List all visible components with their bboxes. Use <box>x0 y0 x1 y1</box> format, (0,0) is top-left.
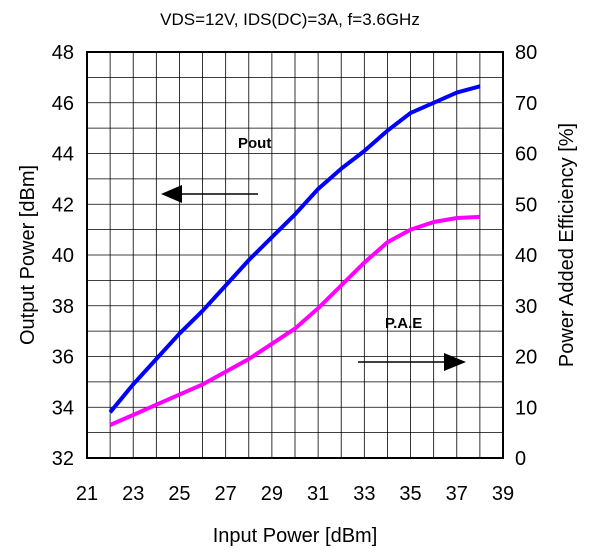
pae-arrow-right <box>358 353 466 371</box>
x-tick-label: 23 <box>122 483 144 505</box>
grid-horizontal <box>87 76 503 434</box>
y-left-tick-label: 38 <box>52 296 74 318</box>
y-right-tick-label: 70 <box>515 93 537 115</box>
series-line-pout <box>108 84 481 414</box>
x-tick-label: 37 <box>446 483 468 505</box>
y-right-axis-title: Power Added Efficiency [%] <box>556 123 578 367</box>
series-line-p-a-e <box>109 214 480 427</box>
y-left-tick-label: 42 <box>52 194 74 216</box>
y-left-tick-labels: 32 34 36 38 40 42 44 46 48 <box>52 42 74 470</box>
y-left-tick-label: 32 <box>52 448 74 470</box>
y-right-tick-label: 0 <box>515 448 526 470</box>
x-tick-label: 35 <box>399 483 421 505</box>
annotation-pae-label: P.A.E <box>385 315 422 332</box>
series-lines <box>108 84 481 427</box>
y-right-tick-label: 50 <box>515 194 537 216</box>
y-right-tick-label: 60 <box>515 144 537 166</box>
y-right-tick-labels: 0 10 20 30 40 50 60 70 80 <box>515 42 537 470</box>
x-tick-label: 39 <box>492 483 514 505</box>
y-left-tick-label: 48 <box>52 42 74 64</box>
y-left-tick-label: 34 <box>52 397 74 419</box>
plot-frame <box>86 51 504 459</box>
y-left-tick-label: 40 <box>52 245 74 267</box>
y-left-tick-label: 36 <box>52 347 74 369</box>
y-right-tick-label: 80 <box>515 42 537 64</box>
annotation-pout-label: Pout <box>238 135 271 152</box>
y-right-tick-label: 20 <box>515 347 537 369</box>
y-left-axis-title: Output Power [dBm] <box>17 165 39 345</box>
y-right-tick-label: 30 <box>515 296 537 318</box>
x-tick-label: 29 <box>261 483 283 505</box>
x-tick-label: 27 <box>215 483 237 505</box>
x-axis-title: Input Power [dBm] <box>213 525 378 547</box>
x-tick-label: 25 <box>168 483 190 505</box>
y-right-tick-label: 40 <box>515 245 537 267</box>
x-tick-label: 21 <box>76 483 98 505</box>
y-left-tick-label: 44 <box>52 144 74 166</box>
x-tick-labels: 21 23 25 27 29 31 33 35 37 39 <box>76 483 514 505</box>
pout-arrow-left <box>161 185 258 203</box>
y-right-tick-label: 10 <box>515 397 537 419</box>
x-tick-label: 31 <box>307 483 329 505</box>
x-tick-label: 33 <box>353 483 375 505</box>
chart-title: VDS=12V, IDS(DC)=3A, f=3.6GHz <box>160 10 420 29</box>
y-left-tick-label: 46 <box>52 93 74 115</box>
